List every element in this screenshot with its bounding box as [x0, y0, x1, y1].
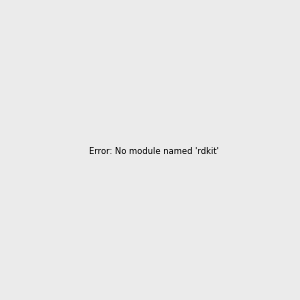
Text: Error: No module named 'rdkit': Error: No module named 'rdkit'	[89, 147, 219, 156]
